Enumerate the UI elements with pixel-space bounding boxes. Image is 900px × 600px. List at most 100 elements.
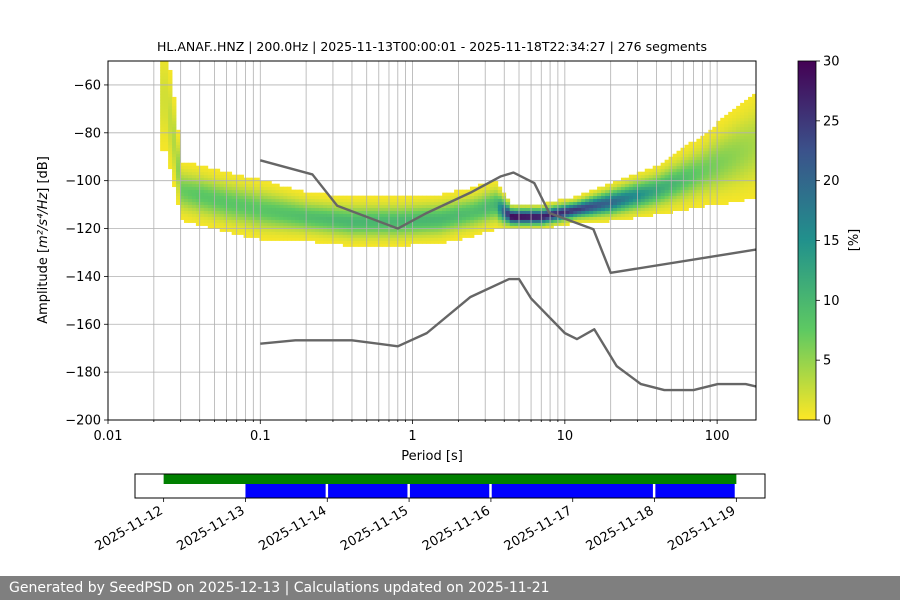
density-cell: [271, 228, 276, 232]
density-cell: [624, 177, 630, 182]
density-cell: [553, 204, 558, 208]
density-cell: [696, 153, 701, 158]
density-cell: [307, 192, 312, 197]
density-cell: [434, 213, 439, 217]
density-cell: [660, 186, 666, 191]
density-cell: [183, 162, 189, 167]
density-cell: [728, 117, 733, 122]
density-cell: [477, 228, 483, 232]
density-cell: [390, 198, 395, 203]
density-cell: [744, 138, 749, 143]
density-cell: [319, 192, 324, 197]
density-cell: [438, 219, 443, 223]
density-cell: [199, 168, 205, 173]
density-cell: [489, 189, 495, 194]
density-cell: [744, 114, 749, 119]
density-cell: [211, 168, 217, 173]
density-cell: [211, 192, 217, 197]
density-cell: [263, 186, 268, 191]
density-cell: [740, 117, 745, 122]
density-cell: [724, 189, 729, 194]
density-cell: [319, 207, 324, 211]
density-cell: [275, 234, 280, 238]
density-cell: [366, 237, 372, 241]
density-cell: [259, 204, 264, 208]
density-cell: [720, 141, 725, 146]
density-cell: [168, 165, 173, 170]
density-cell: [422, 201, 427, 205]
density-cell: [307, 228, 312, 232]
density-cell: [219, 225, 225, 229]
density-cell: [517, 213, 523, 217]
density-cell: [624, 195, 630, 200]
density-cell: [565, 207, 570, 211]
density-cell: [307, 204, 312, 208]
density-cell: [477, 207, 483, 211]
density-cell: [450, 201, 455, 205]
density-cell: [477, 198, 483, 203]
density-cell: [712, 132, 717, 137]
density-cell: [342, 222, 348, 226]
density-cell: [374, 225, 380, 229]
density-cell: [481, 207, 487, 211]
density-cell: [183, 168, 189, 173]
density-cell: [430, 219, 435, 223]
density-cell: [362, 222, 368, 226]
density-cell: [295, 216, 300, 220]
density-cell: [473, 225, 479, 229]
density-cell: [164, 102, 169, 107]
density-cell: [612, 189, 618, 194]
density-cell: [724, 150, 729, 155]
density-cell: [744, 111, 749, 116]
density-cell: [744, 159, 749, 164]
density-cell: [160, 81, 165, 86]
density-cell: [382, 198, 387, 203]
density-cell: [207, 195, 213, 200]
density-cell: [299, 213, 304, 217]
density-cell: [557, 222, 562, 226]
density-cell: [458, 216, 463, 220]
density-cell: [247, 213, 252, 217]
density-cell: [342, 204, 348, 208]
density-cell: [593, 198, 598, 203]
density-cell: [728, 180, 733, 185]
density-cell: [597, 216, 602, 220]
density-cell: [493, 222, 499, 226]
density-cell: [315, 204, 320, 208]
density-cell: [231, 231, 237, 235]
density-cell: [160, 87, 165, 92]
density-cell: [346, 198, 352, 203]
density-cell: [176, 147, 181, 152]
density-cell: [454, 207, 459, 211]
density-cell: [537, 225, 542, 229]
density-cell: [616, 198, 622, 203]
density-cell: [628, 195, 634, 200]
density-cell: [716, 174, 721, 179]
density-cell: [636, 198, 642, 203]
density-cell: [406, 234, 411, 238]
density-cell: [207, 222, 213, 226]
density-cell: [338, 213, 344, 217]
density-cell: [442, 216, 447, 220]
density-cell: [172, 162, 177, 167]
density-cell: [581, 219, 586, 223]
density-cell: [712, 180, 717, 185]
density-cell: [712, 177, 717, 182]
density-cell: [640, 201, 646, 205]
density-cell: [648, 177, 654, 182]
density-cell: [644, 207, 650, 211]
density-cell: [394, 210, 399, 214]
density-cell: [183, 183, 189, 188]
density-cell: [382, 213, 387, 217]
density-cell: [406, 225, 411, 229]
density-cell: [338, 240, 344, 244]
density-cell: [752, 108, 756, 113]
density-cell: [187, 171, 193, 176]
density-cell: [172, 111, 177, 116]
density-cell: [255, 177, 260, 182]
density-cell: [275, 183, 280, 188]
density-cell: [720, 135, 725, 140]
density-cell: [469, 195, 475, 200]
density-cell: [176, 171, 181, 176]
density-cell: [656, 165, 662, 170]
